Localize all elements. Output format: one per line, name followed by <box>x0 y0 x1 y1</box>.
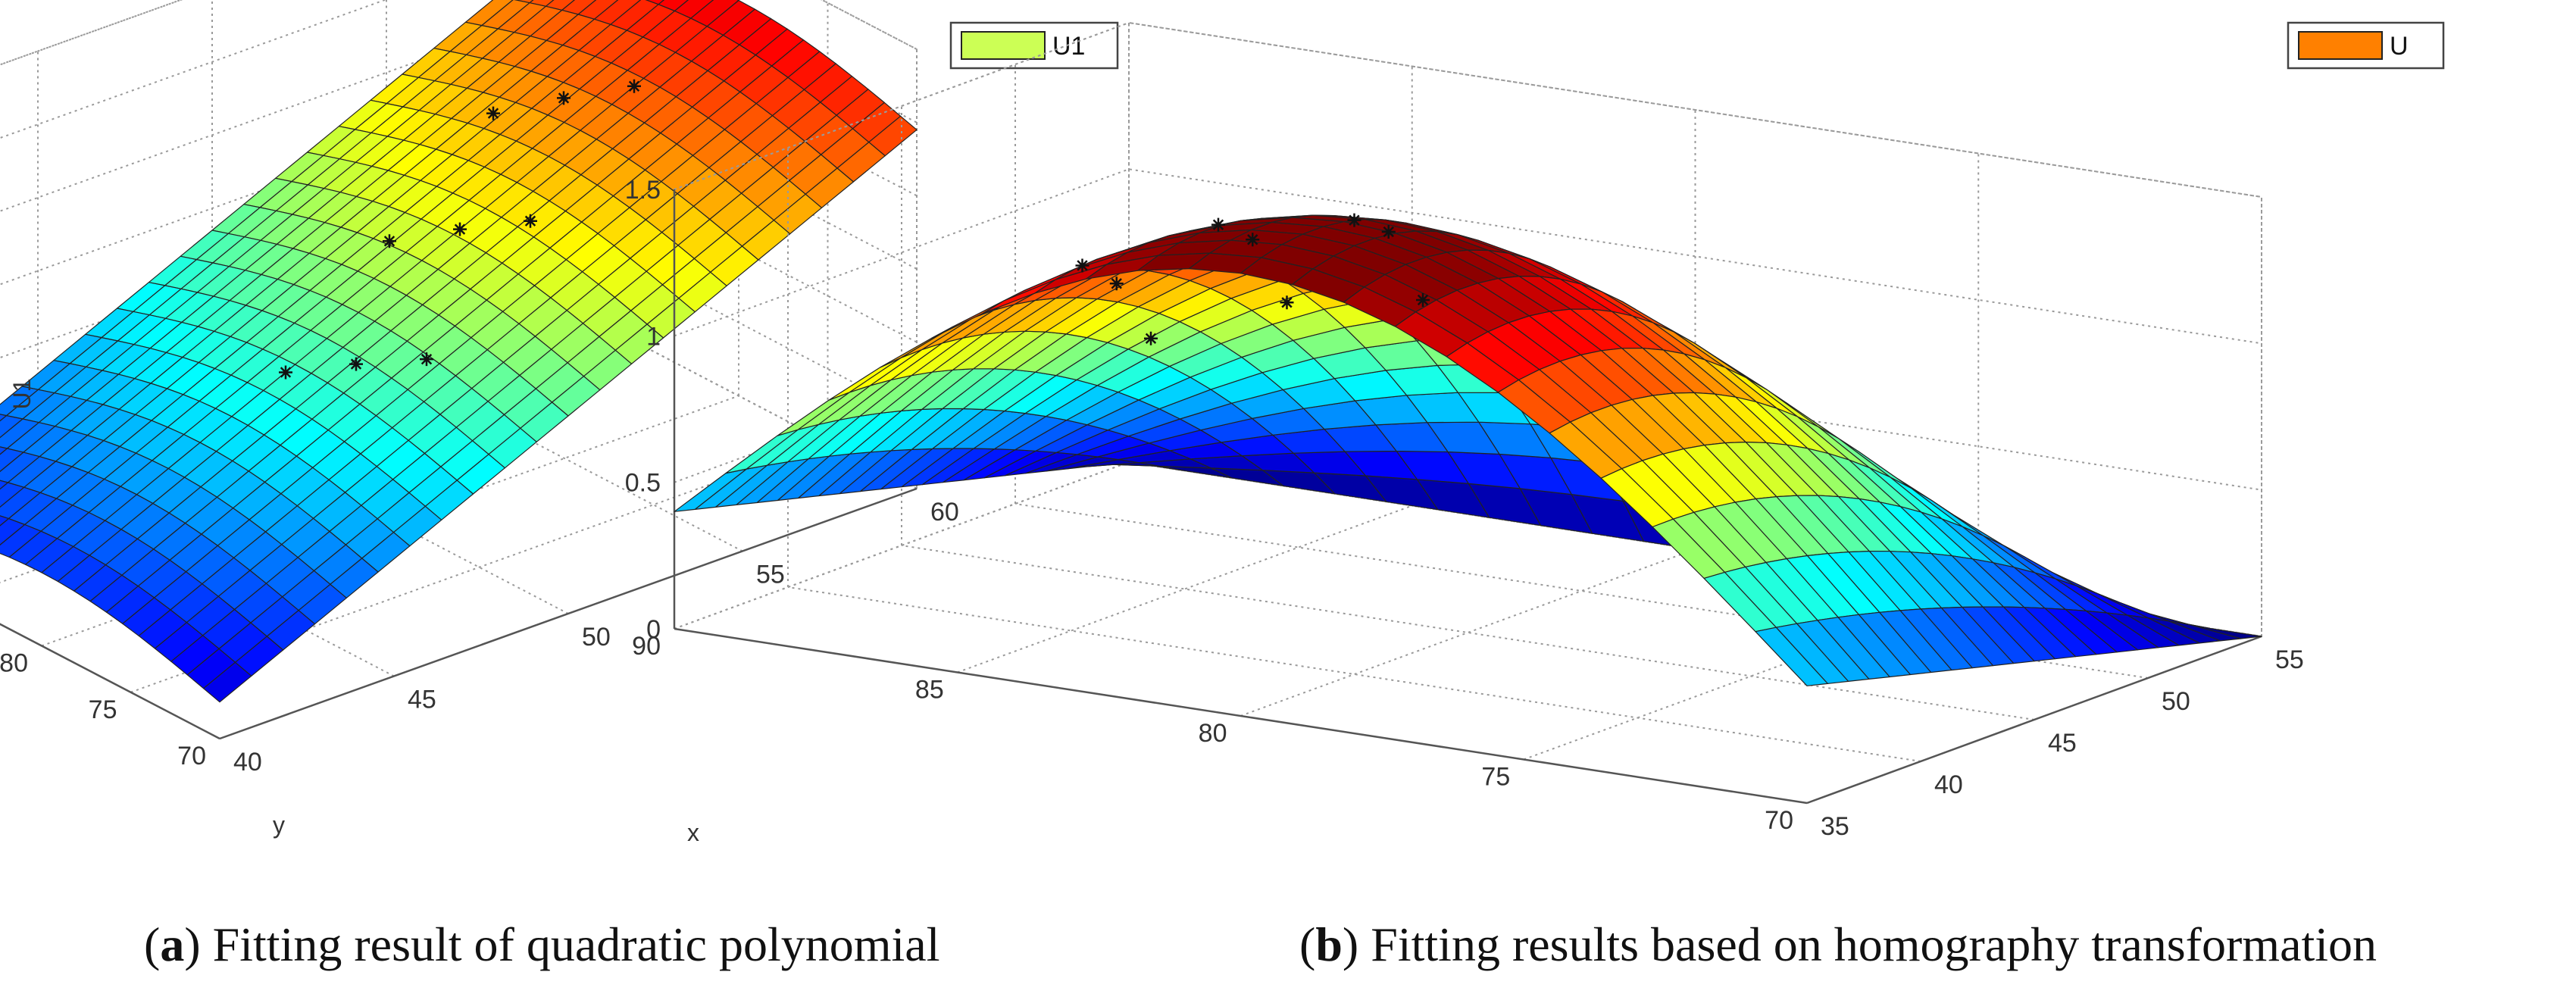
y-axis-title: y <box>273 811 285 839</box>
y-axis-line <box>674 627 1808 805</box>
data-markers <box>279 79 641 380</box>
surface-patch <box>0 515 9 527</box>
z-tick-label: 0.5 <box>625 469 661 498</box>
data-point-marker <box>453 222 467 236</box>
data-point-marker <box>1280 295 1294 310</box>
data-point-marker <box>557 91 571 105</box>
x-tick-label: 50 <box>582 623 611 652</box>
surface-patch <box>1755 627 1828 686</box>
wall-grid-z <box>674 21 2262 198</box>
y-tick-label: 85 <box>915 676 944 705</box>
floor-grid-y <box>957 505 1413 673</box>
data-point-marker <box>1144 331 1158 345</box>
x-tick-label: 55 <box>756 561 785 589</box>
x-tick-label: 50 <box>2162 687 2190 716</box>
y-tick-label: 70 <box>1765 806 1793 835</box>
x-tick-label: 60 <box>930 498 959 527</box>
caption-a: (a) Fitting result of quadratic polynomi… <box>144 917 940 971</box>
y-tick-label: 90 <box>632 632 661 661</box>
surface <box>0 0 918 703</box>
x-tick-label: 55 <box>2275 645 2304 674</box>
data-point-marker <box>1416 292 1430 307</box>
surface-patch <box>203 661 252 703</box>
data-point-marker <box>1381 224 1396 239</box>
legend-label: U <box>2390 32 2409 61</box>
z-tick-label: 1 <box>646 322 661 351</box>
y-tick-label: 75 <box>89 695 117 724</box>
legend-swatch <box>2298 31 2383 60</box>
y-axis-line <box>0 623 220 740</box>
data-point-marker <box>524 214 537 228</box>
x-axis-title: x <box>687 819 699 846</box>
floor-grid-y <box>1240 548 1696 717</box>
z-axis-title: U1 <box>8 379 36 410</box>
legend-swatch <box>961 31 1046 60</box>
floor-grid-y <box>1523 592 1979 761</box>
caption-b-text: Fitting results based on homography tran… <box>1371 917 2377 971</box>
x-axis-line <box>219 487 918 740</box>
plot-b: 0 0.5 1 1.5 70 75 80 85 90 35 40 45 50 55 U <box>625 21 2445 841</box>
data-point-marker <box>279 365 292 380</box>
plot-a: -1.5-1-0.500.511.570758085904045505560U1… <box>0 0 1119 846</box>
data-point-marker <box>486 106 500 120</box>
caption-b: (b) Fitting results based on homography … <box>1299 917 2377 971</box>
data-point-marker <box>383 234 396 248</box>
caption-b-letter: b <box>1315 917 1343 971</box>
legend-label: U1 <box>1052 32 1085 61</box>
z-tick-label: 1.5 <box>625 176 661 205</box>
data-point-marker <box>420 352 433 367</box>
x-axis-line <box>1806 635 2262 805</box>
y-tick-label: 80 <box>1199 719 1227 748</box>
x-tick-label: 40 <box>1934 770 1963 799</box>
data-point-marker <box>1109 277 1124 291</box>
data-point-marker <box>1211 217 1225 232</box>
x-tick-label: 45 <box>2048 729 2077 758</box>
caption-a-text: Fitting result of quadratic polynomial <box>212 917 940 971</box>
caption-a-letter: a <box>160 917 185 971</box>
data-point-marker <box>627 79 641 93</box>
x-tick-label: 35 <box>1821 812 1849 841</box>
data-markers <box>1075 213 1430 345</box>
data-point-marker <box>1347 213 1361 227</box>
y-tick-label: 75 <box>1481 763 1510 792</box>
y-tick-label: 70 <box>177 742 206 770</box>
data-point-marker <box>1075 258 1089 273</box>
y-tick-label: 80 <box>0 649 28 678</box>
legend: U <box>2287 21 2445 70</box>
x-tick-label: 40 <box>233 748 262 777</box>
z-tick-label: 0 <box>646 615 661 644</box>
x-tick-label: 45 <box>408 686 436 714</box>
legend: U1 <box>949 21 1119 70</box>
data-point-marker <box>349 357 363 371</box>
data-point-marker <box>1246 233 1260 247</box>
surface <box>674 214 2262 686</box>
